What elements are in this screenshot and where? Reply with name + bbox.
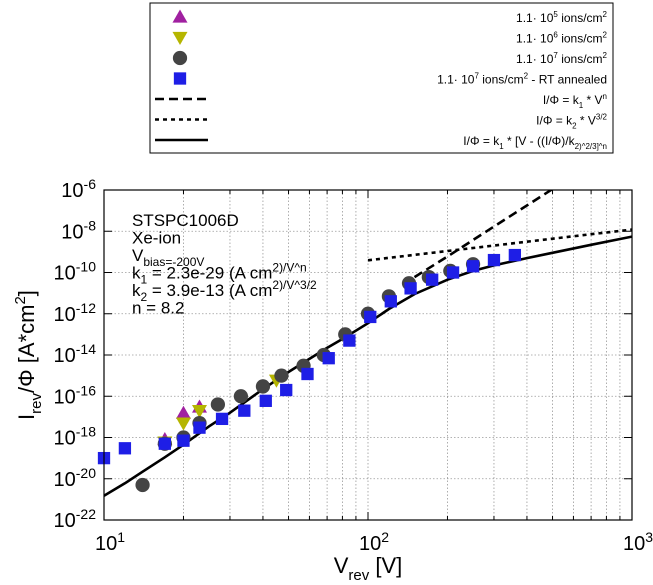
plot-frame [103, 189, 633, 521]
legend-label: 1.1· 107 ions/cm2 [516, 51, 608, 66]
data-point-square [343, 334, 356, 347]
data-point-square [193, 421, 206, 434]
annotation-line: Vbias=-200V [132, 246, 204, 269]
legend-marker-circle [172, 50, 188, 66]
data-point-square [487, 253, 501, 267]
data-point-circle [274, 368, 289, 383]
data-point-square [118, 442, 132, 455]
annotation-line: k1 = 2.3e-29 (A cm2)/V^n [132, 261, 307, 287]
fit-lines [104, 190, 632, 497]
data-point-square [177, 434, 190, 447]
axis-titles: Vrev [V] Irev/Φ [A*cm2] [12, 290, 402, 584]
x-tick-label: 103 [623, 529, 653, 555]
data-point-triangle-down [191, 405, 207, 419]
data-point-square [215, 412, 229, 426]
y-tick-label: 10-22 [54, 506, 97, 532]
legend-label: I/Φ = k1 * [V - ((I/Φ)/k2)^2/3]^n [463, 134, 607, 151]
annotation-line: k2 = 3.9e-13 (A cm2)/V^3/2 [132, 278, 317, 304]
legend-label: 1.1· 106 ions/cm2 [516, 31, 608, 46]
series-square [97, 248, 522, 465]
data-point-circle [255, 379, 271, 394]
data-point-square [280, 383, 293, 397]
data-point-square [301, 367, 314, 381]
annotation-line: n = 8.2 [132, 299, 184, 318]
legend-label: I/Φ = k1 * Vn [543, 92, 607, 110]
data-point-square [364, 310, 377, 324]
data-point-triangle-down [175, 417, 191, 431]
data-point-square [322, 352, 335, 365]
x-tick-label: 102 [359, 529, 389, 555]
legend-box [149, 2, 614, 154]
data-point-square [446, 266, 460, 279]
data-point-square [238, 404, 251, 417]
y-tick-label: 10-10 [54, 259, 97, 285]
y-tick-label: 10-8 [61, 217, 96, 243]
y-tick-label: 10-20 [54, 465, 97, 491]
data-point-triangle-up [175, 405, 191, 419]
data-point-square [466, 260, 480, 273]
tick-labels: 10-6 10-8 10-10 10-12 10-14 10-16 10-18 10-20 10… [54, 176, 653, 555]
fit-line-dashed [413, 190, 554, 279]
y-axis-title-group: Irev/Φ [A*cm2] [12, 290, 45, 420]
legend-label: I/Φ = k2 * V3/2 [536, 113, 607, 131]
annotation-line: Xe-ion [132, 229, 181, 248]
data-point-square [259, 394, 272, 407]
data-point-circle [135, 477, 150, 493]
legend-marker-triangle-up [172, 9, 188, 23]
legend-label: 1.1· 107 ions/cm2 - RT annealed [437, 72, 607, 87]
y-tick-label: 10-6 [61, 176, 96, 202]
x-tick-label: 101 [95, 529, 125, 555]
data-points [97, 248, 522, 493]
data-point-square [158, 437, 171, 450]
y-axis-title: Irev/Φ [A*cm2] [12, 290, 45, 420]
legend-label: 1.1· 105 ions/cm2 [516, 10, 608, 25]
y-tick-label: 10-12 [54, 300, 97, 326]
fit-line-solid [104, 235, 632, 497]
y-tick-label: 10-14 [54, 341, 97, 367]
y-tick-label: 10-18 [54, 424, 97, 450]
annotation-line: STSPC1006D [132, 211, 239, 230]
legend-marker-square [173, 72, 187, 85]
legend: 1.1· 105 ions/cm2 1.1· 106 ions/cm2 1.1· 1… [149, 2, 614, 154]
data-point-square [426, 273, 439, 286]
data-point-square [384, 295, 397, 308]
y-tick-label: 10-16 [54, 382, 97, 408]
data-point-square [404, 282, 417, 295]
data-point-circle [233, 389, 249, 404]
grid [104, 190, 632, 520]
x-axis-title: Vrev [V] [334, 553, 403, 584]
data-point-square [508, 248, 522, 262]
data-point-circle [210, 397, 226, 412]
legend-marker-triangle-down [172, 31, 188, 45]
